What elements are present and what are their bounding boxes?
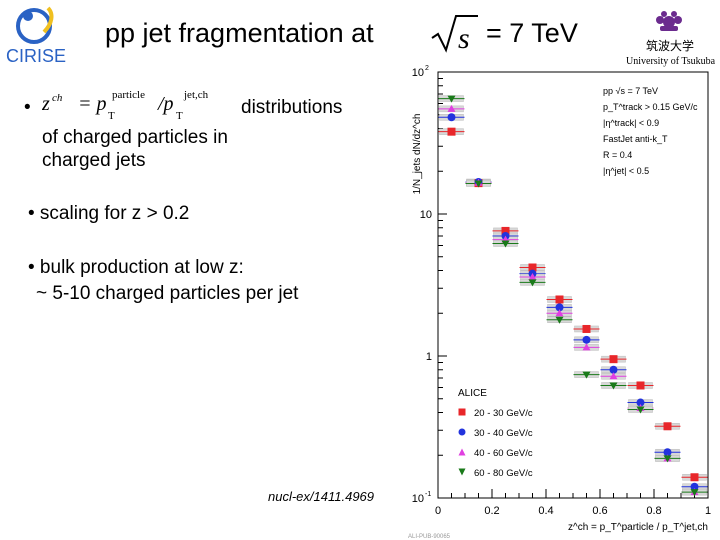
data-point [582,324,591,333]
data-point [609,372,618,380]
sqrt-s-letter: s [458,22,470,55]
info-text: R = 0.4 [603,150,632,160]
data-point [447,95,456,103]
bullet-1-text: distributions [241,97,343,118]
bullet-1-line-3: charged jets [42,150,146,171]
bullet-2-text: • scaling for z > 0.2 [28,203,190,224]
data-point [609,382,618,390]
x-tick-label: 0.6 [592,505,607,517]
formula-p2: /p [157,93,174,115]
info-text: pp √s = 7 TeV [603,86,658,96]
legend-label: 30 - 40 GeV/c [474,428,533,439]
data-point [690,482,699,491]
data-point [474,180,483,188]
legend-label: 40 - 60 GeV/c [474,448,533,459]
bullet-marker-1: • [24,97,31,118]
x-tick-label: 0 [435,505,441,517]
formula-jetch: jet,ch [183,89,209,101]
data-point [447,127,456,136]
bullet-3-line-2: ~ 5-10 charged particles per jet [36,283,299,304]
x-tick-label: 0.4 [538,505,553,517]
legend-label: 60 - 80 GeV/c [474,468,533,479]
y-tick-label-exp: -1 [425,491,431,498]
data-point [636,406,645,414]
formula-z: z [42,93,50,115]
tsukuba-logo: 筑波大学 University of Tsukuba [622,8,716,70]
data-point [501,226,510,235]
bullet-3-text: • bulk production at low z: [28,257,244,278]
data-point [636,398,645,407]
data-point [690,489,699,497]
data-point [582,371,591,379]
sqrt-s-symbol: s [431,15,478,55]
x-tick-label: 0.2 [484,505,499,517]
y-tick-label: 10 [412,67,424,79]
legend-label: 20 - 30 GeV/c [474,408,533,419]
formula-T1: T [108,110,115,122]
cirise-logo: CIRISE [6,6,66,66]
data-point [447,104,456,112]
data-point [609,355,618,364]
data-point [555,316,564,324]
formula-T2: T [176,110,183,122]
info-text: |η^track| < 0.9 [603,118,659,128]
x-tick-label: 0.8 [646,505,661,517]
data-point [555,303,564,312]
data-point [555,295,564,304]
y-axis-label: 1/N_jets dN/dz^ch [412,114,423,195]
legend-marker [458,408,466,416]
data-point [447,113,456,122]
tsukuba-logo-jp: 筑波大学 [646,38,694,53]
x-axis-label: z^ch = p_T^particle / p_T^jet,ch [568,522,708,533]
data-point [663,455,672,463]
info-text: |η^jet| < 0.5 [603,166,649,176]
info-text: p_T^track > 0.15 GeV/c [603,102,698,112]
data-point [690,473,699,482]
alice-footer-code: ALI-PUB-90065 [408,534,451,540]
formula-ch: ch [52,92,63,104]
data-point [636,381,645,390]
data-point [609,365,618,374]
cirise-logo-text: CIRISE [6,46,66,66]
data-point [555,309,564,317]
formula-p1: = p [78,93,107,115]
slide-title: pp jet fragmentation at [105,18,374,48]
data-point [663,422,672,431]
info-text: FastJet anti-k_T [603,134,668,144]
y-tick-label: 10 [420,209,432,221]
legend-marker [458,448,466,456]
legend-title: ALICE [458,388,487,399]
data-point [528,279,537,287]
data-point [663,448,672,457]
z-ch-formula: z ch = p T particle /p T jet,ch [42,89,209,122]
data-point [501,240,510,248]
y-tick-label: 10 [412,493,424,505]
bullet-1-line-2: of charged particles in [42,127,228,148]
data-point [582,343,591,351]
x-tick-label: 1 [705,505,711,517]
formula-particle: particle [112,89,145,101]
legend-marker [458,428,466,436]
y-tick-label: 1 [426,351,432,363]
data-point [528,263,537,272]
y-tick-label-exp: 2 [425,65,429,72]
legend-marker [458,468,466,476]
tsukuba-logo-en: University of Tsukuba [626,56,716,67]
data-point [528,273,537,281]
slide-title-energy: = 7 TeV [486,18,578,48]
data-point [582,335,591,344]
arxiv-reference: nucl-ex/1411.4969 [268,489,375,504]
